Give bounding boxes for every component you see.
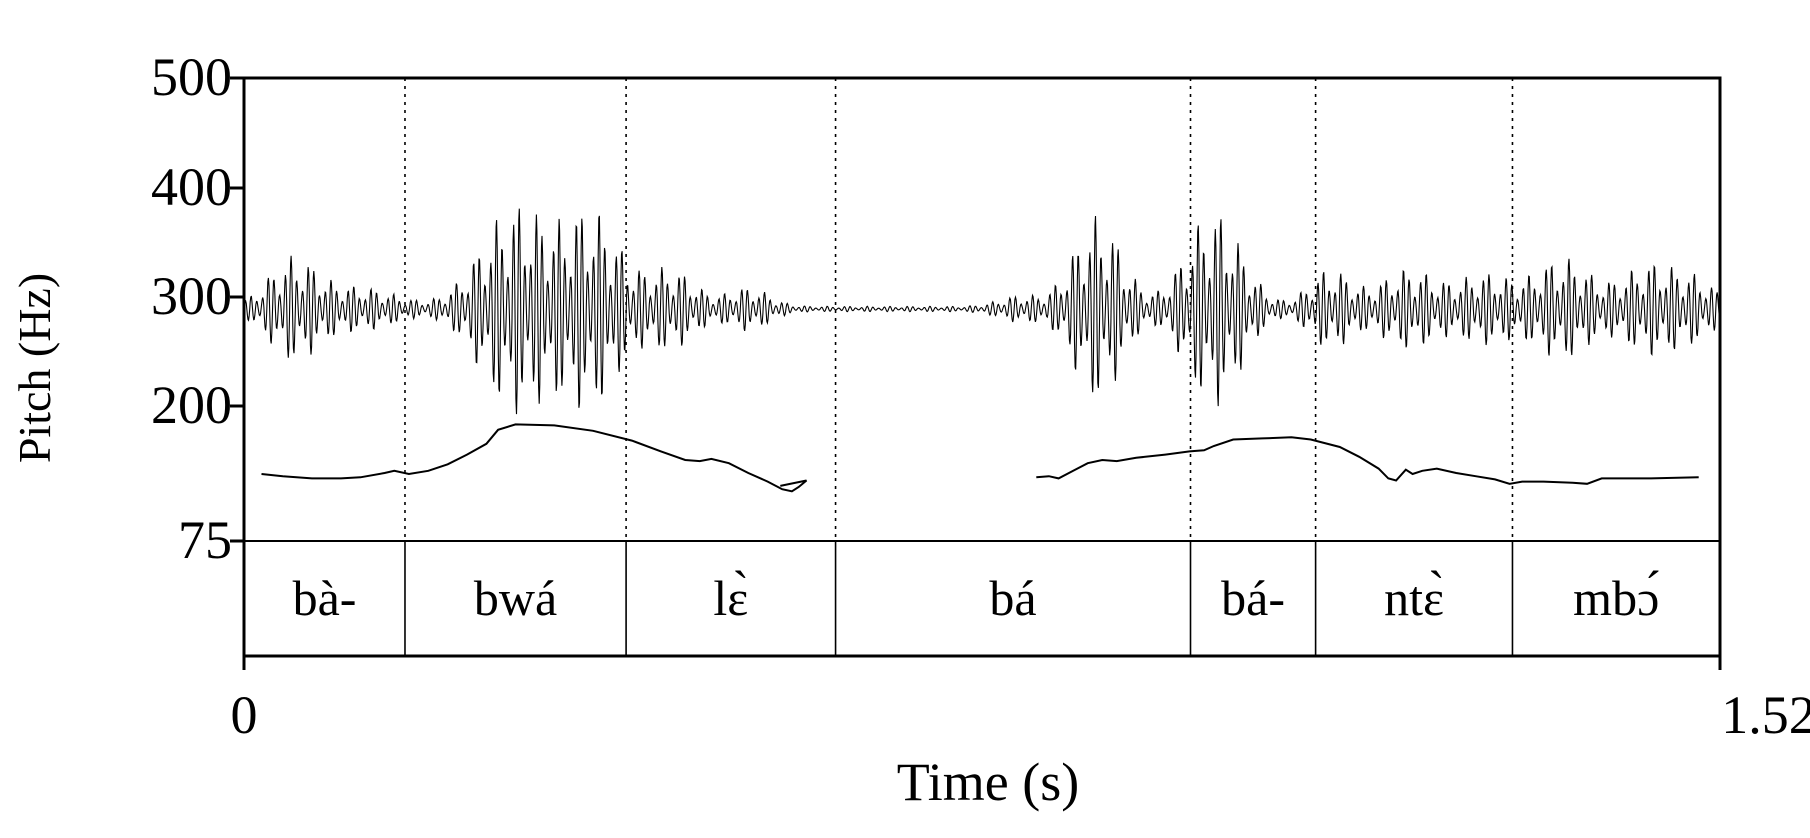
y-tick-label: 400 [151,157,232,217]
waveform-trace [243,208,1721,415]
waveform [243,208,1721,415]
tier-interval-label: bá [989,570,1036,626]
x-axis-ticks: 0 1.522 [231,656,1810,745]
x-axis-label: Time (s) [897,752,1080,812]
y-tick-label: 300 [151,266,232,326]
y-tick-label: 75 [178,510,232,570]
tier-interval-label: ntɛ̀ [1384,569,1444,626]
annotation-tier: bà-bwá lɛ̀ bá bá-ntɛ̀ mbɔ́ [293,78,1659,656]
y-axis-ticks: 500 400 300 200 75 [151,47,244,570]
y-axis-label: Pitch (Hz) [9,273,60,463]
tier-interval-label: mbɔ́ [1573,569,1659,626]
x-tick-label: 0 [231,685,258,745]
pitch-series-2 [1036,436,1699,485]
plot-border [242,76,1722,658]
pitch-contour-layer [261,423,1699,493]
y-tick-label: 200 [151,375,232,435]
tier-interval-label: lɛ̀ [713,569,748,626]
plot-frame [242,76,1722,658]
x-tick-label: 1.522 [1721,685,1810,745]
tier-interval-label: bwá [474,570,557,626]
y-tick-label: 500 [151,47,232,107]
tier-interval-label: bá- [1221,570,1285,626]
pitch-series-1 [261,423,808,493]
tier-interval-label: bà- [293,570,357,626]
